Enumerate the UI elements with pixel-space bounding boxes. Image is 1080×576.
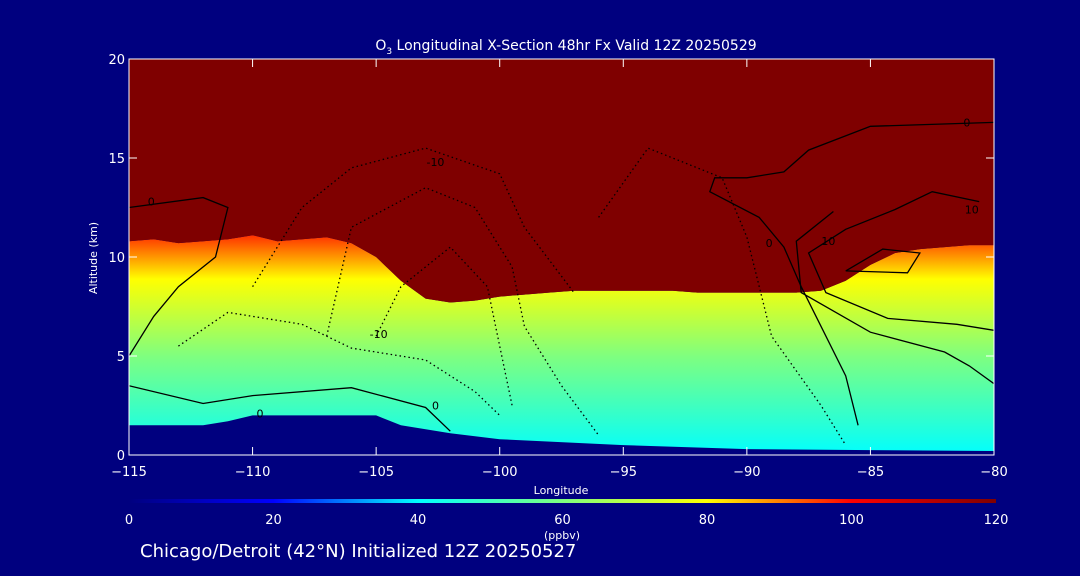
plot-area: 0 -10 -10 0 0 0 0 10 10 [129,59,994,455]
contour-label: -10 [426,156,444,169]
colorbar-tick-label: 120 [984,513,1009,528]
title-subscript: 3 [386,47,392,57]
colorbar-tick-label: 40 [410,513,427,528]
contour-line [326,186,600,436]
y-axis-label: Altitude (km) [87,222,100,294]
contour-label: 0 [766,237,773,250]
y-tick-label: 10 [108,251,125,266]
x-tick-label: −85 [857,465,884,480]
colorbar-ticks: 0 20 40 60 80 100 120 [125,513,1009,528]
x-tick-label: −110 [235,465,271,480]
x-tick-label: −105 [358,465,394,480]
contour-label: 0 [148,196,155,209]
x-axis: −115 −110 −105 −100 −95 −90 −85 −80 [111,59,1008,480]
x-axis-label: Longitude [534,484,589,497]
title-rest: Longitudinal X-Section 48hr Fx Valid 12Z… [392,38,757,54]
contour-line [795,210,994,385]
colorbar-tick-label: 100 [839,513,864,528]
contour-line [178,311,501,416]
stratospheric-ozone-field [129,59,994,303]
contour-labels: 0 -10 -10 0 0 0 0 10 10 [148,116,979,420]
colorbar-tick-label: 60 [554,513,571,528]
surface-terrain-mask [129,415,994,455]
colorbar: 0 20 40 60 80 100 120 (ppbv) [125,499,1009,542]
contour-label: 10 [821,235,835,248]
x-tick-label: −80 [980,465,1007,480]
footer-run-info: Chicago/Detroit (42°N) Initialized 12Z 2… [140,541,577,562]
y-tick-label: 0 [117,449,125,464]
contour-label: 10 [965,203,979,216]
contour-line [129,196,229,357]
y-axis: 0 5 10 15 20 [108,53,994,464]
title-species: O [375,38,386,54]
y-tick-label: 20 [108,53,125,68]
contour-label: 0 [963,116,970,129]
colorbar-tick-label: 80 [699,513,716,528]
contour-line [708,121,994,426]
y-tick-label: 15 [108,152,125,167]
x-tick-label: −100 [482,465,518,480]
contour-line [845,248,922,274]
chart-title: O3 Longitudinal X-Section 48hr Fx Valid … [375,38,756,57]
contour-line [807,191,994,331]
contour-label: 0 [432,400,439,413]
tropospheric-ozone-field [129,235,994,455]
colorbar-tick-label: 0 [125,513,133,528]
contour-line [129,385,451,432]
colorbar-strip [129,499,996,503]
contour-line [375,246,513,406]
y-tick-label: 5 [117,350,125,365]
contour-label: -10 [370,328,388,341]
x-tick-label: −90 [733,465,760,480]
x-tick-label: −115 [111,465,147,480]
colorbar-unit-label: (ppbv) [544,529,580,542]
colorbar-tick-label: 20 [265,513,282,528]
contour-label: 0 [256,407,263,420]
contour-lines [129,121,994,446]
x-tick-label: −95 [610,465,637,480]
